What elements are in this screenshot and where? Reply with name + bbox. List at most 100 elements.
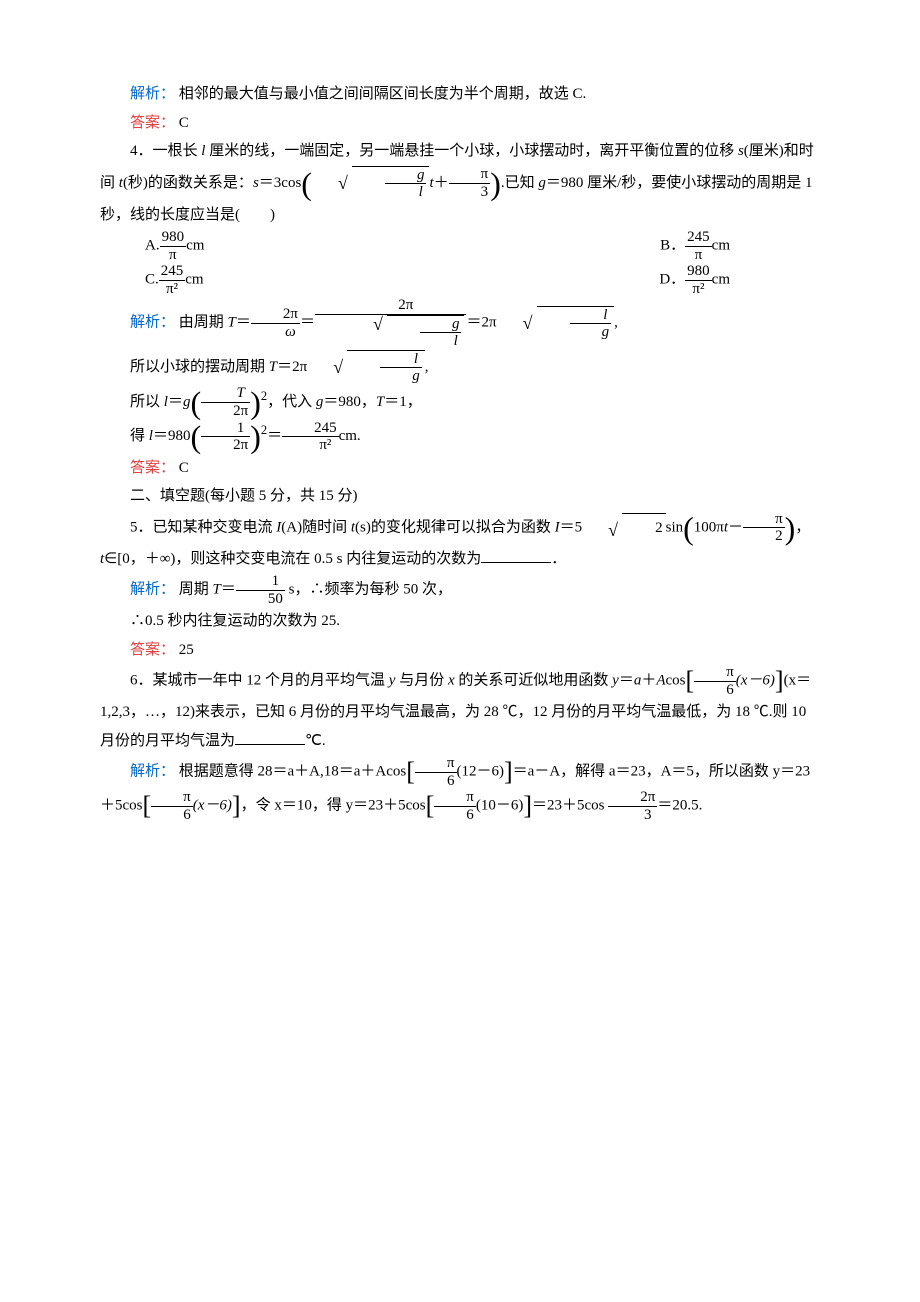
text: 得 <box>130 428 149 444</box>
rparen-icon: ) <box>785 510 796 546</box>
num: π <box>415 755 457 772</box>
den: 6 <box>151 806 193 824</box>
den: 50 <box>236 590 285 608</box>
den: 2π <box>201 402 250 420</box>
lparen-icon: ( <box>190 384 201 420</box>
frac: 2πω <box>251 306 300 340</box>
text: ，令 x＝10，得 y＝23＋5cos <box>241 798 426 814</box>
sqrt: gl <box>347 315 465 350</box>
frac-pi2: π2 <box>743 511 785 545</box>
den: 2π <box>201 436 250 454</box>
lparen-icon: ( <box>683 510 694 546</box>
ans-label: 答案： <box>130 642 175 658</box>
text: 所以 <box>130 394 164 410</box>
den: π <box>160 246 187 264</box>
text: (10－6) <box>476 798 524 814</box>
rbracket-icon: ] <box>775 666 784 695</box>
q4-choices-row2: C.245π²cm D．980π²cm <box>100 263 820 297</box>
rbracket-icon: ] <box>232 791 241 820</box>
var-g: g <box>538 174 546 190</box>
den: 6 <box>694 681 736 699</box>
rparen-icon: ) <box>250 384 261 420</box>
den: g <box>570 323 612 341</box>
unit: cm <box>712 237 730 253</box>
rparen-icon: ) <box>250 419 261 455</box>
text: ＝ <box>619 673 634 689</box>
q3-answer: 答案： C <box>100 109 820 138</box>
num: 2π <box>608 789 657 806</box>
frac-pi6: π6 <box>151 789 193 823</box>
q5-answer: 答案： 25 <box>100 636 820 665</box>
exp-label: 解析： <box>130 764 175 780</box>
q3-ans: C <box>179 115 189 131</box>
text: 与月份 <box>395 673 448 689</box>
exp-label: 解析： <box>130 86 175 102</box>
frac-l-g: lg <box>380 351 422 385</box>
ans-label: 答案： <box>130 460 175 476</box>
var-x: x <box>448 673 455 689</box>
q4-answer: 答案： C <box>100 454 820 483</box>
var-T: T <box>228 315 236 331</box>
text: ＝23＋5cos <box>532 798 605 814</box>
num: l <box>380 351 422 368</box>
q3-exp-text: 相邻的最大值与最小值之间间隔区间长度为半个周期，故选 C. <box>179 86 587 102</box>
num: π <box>743 511 785 528</box>
choice-b: B．245πcm <box>660 229 730 263</box>
text: 所以小球的摆动周期 <box>130 358 269 374</box>
text: s，∴频率为每秒 50 次， <box>285 582 452 598</box>
rbracket-icon: ] <box>523 791 532 820</box>
label: C. <box>145 271 159 287</box>
text: (s)的变化规律可以拟合为函数 <box>355 519 555 535</box>
frac: 150 <box>236 573 285 607</box>
var-y: y <box>612 673 619 689</box>
q5-stem: 5．已知某种交变电流 I(A)随时间 t(s)的变化规律可以拟合为函数 I＝52… <box>100 511 820 574</box>
num: π <box>434 789 476 806</box>
text: sin <box>666 519 684 535</box>
q4-exp-line2: 所以小球的摆动周期 T＝2πlg, <box>100 350 820 385</box>
q4-ans: C <box>179 460 189 476</box>
text: ． <box>551 551 566 567</box>
text: ，代入 <box>267 394 316 410</box>
var-T: T <box>269 358 277 374</box>
exp-label: 解析： <box>130 582 175 598</box>
q6-exp: 解析： 根据题意得 28＝a＋A,18＝a＋Acos[π6(12－6)]＝a－A… <box>100 755 820 823</box>
choice-c: C.245π²cm <box>145 263 204 297</box>
rad: 2 <box>622 513 666 543</box>
frac-g-l: gl <box>385 167 427 201</box>
frac-2pi3: 2π3 <box>608 789 657 823</box>
lbracket-icon: [ <box>143 791 152 820</box>
text: 的关系可近似地用函数 <box>455 673 613 689</box>
label: A. <box>145 237 160 253</box>
text: ＝980 <box>153 428 191 444</box>
num: 245 <box>282 420 339 437</box>
frac: 245π <box>685 229 712 263</box>
den: 6 <box>434 806 476 824</box>
text: ＝ <box>236 315 251 331</box>
unit: cm <box>186 237 204 253</box>
num: π <box>449 166 491 183</box>
text: .已知 <box>501 174 539 190</box>
den: g <box>380 367 422 385</box>
lbracket-icon: [ <box>426 791 435 820</box>
frac-l-g: lg <box>570 307 612 341</box>
choice-d: D．980π²cm <box>659 263 730 297</box>
text: ＝980， <box>323 394 376 410</box>
den: 2 <box>743 527 785 545</box>
choice-a: A.980πcm <box>145 229 204 263</box>
den: l <box>420 332 462 350</box>
inside: (x－6) <box>736 673 775 689</box>
den: π² <box>282 436 339 454</box>
den: gl <box>315 314 467 350</box>
sqrt: lg <box>497 306 615 341</box>
exp-label: 解析： <box>130 315 175 331</box>
frac-pi3: π3 <box>449 166 491 200</box>
sqrt2: 2 <box>582 513 666 543</box>
text: － <box>728 519 743 535</box>
var-T: T <box>376 394 384 410</box>
lbracket-icon: [ <box>686 666 695 695</box>
num: T <box>201 385 250 402</box>
text: ＝ <box>221 582 236 598</box>
text: ＝ <box>300 315 315 331</box>
rbracket-icon: ] <box>504 757 513 786</box>
text: ＝1， <box>384 394 422 410</box>
